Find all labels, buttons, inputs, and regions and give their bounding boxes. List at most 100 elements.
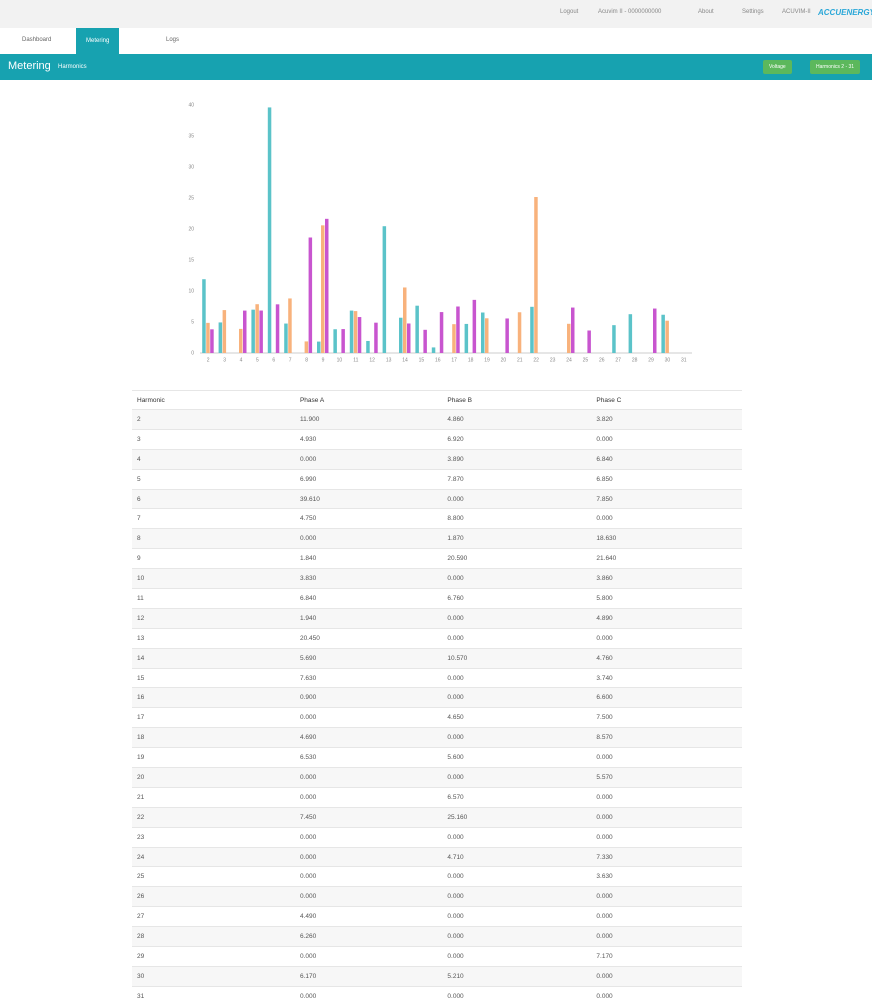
x-tick-label: 25 <box>583 357 589 363</box>
cell: 6.600 <box>591 687 742 708</box>
cell: 31 <box>132 985 295 1006</box>
row: 25 0.000 0.000 3.630 <box>132 866 742 887</box>
x-tick-label: 28 <box>632 357 638 363</box>
y-tick-label: 40 <box>188 102 194 108</box>
cell: 1.870 <box>442 528 592 549</box>
cell: 0.900 <box>294 687 443 708</box>
bar <box>288 298 292 353</box>
cell: 8.570 <box>591 727 742 748</box>
row: 8 0.000 1.870 18.630 <box>132 528 742 549</box>
nav-tab[interactable]: Dashboard <box>22 37 52 43</box>
bar <box>255 304 259 353</box>
logo[interactable]: ACCUENERGY <box>818 8 872 17</box>
cell: 0.000 <box>442 767 592 788</box>
cell: 6.260 <box>294 926 443 947</box>
button[interactable]: Harmonics 2 - 31 <box>810 60 861 74</box>
bar <box>423 329 427 353</box>
nav-tab[interactable]: Logs <box>166 37 180 43</box>
x-tick-label: 7 <box>289 357 292 363</box>
cell: 8.800 <box>442 508 592 529</box>
column-header: Harmonic <box>132 390 295 410</box>
bar <box>653 308 657 353</box>
cell: 17 <box>132 707 295 728</box>
cell: 0.000 <box>591 806 742 828</box>
cell: 6 <box>132 488 295 509</box>
bar <box>284 323 288 353</box>
row: 21 0.000 6.570 0.000 <box>132 786 742 808</box>
row: 26 0.000 0.000 0.000 <box>132 886 742 907</box>
bar <box>325 218 329 353</box>
cell: 29 <box>132 946 295 967</box>
cell: 4.760 <box>591 647 742 669</box>
x-tick-label: 30 <box>665 357 671 363</box>
row: 13 20.450 0.000 0.000 <box>132 627 742 649</box>
x-tick-label: 10 <box>337 357 343 363</box>
cell: 0.000 <box>442 886 592 907</box>
cell: 25.160 <box>442 806 592 828</box>
bar <box>259 310 263 353</box>
cell: 0.000 <box>294 826 443 848</box>
cell: 0.000 <box>442 488 592 509</box>
cell: 3.830 <box>294 568 443 589</box>
cell: 8 <box>132 528 295 549</box>
bar <box>304 341 309 353</box>
bar <box>382 226 387 353</box>
nav-tab[interactable]: Metering <box>76 28 120 54</box>
x-tick-label: 17 <box>451 357 457 363</box>
x-tick-label: 18 <box>468 357 474 363</box>
cell: 0.000 <box>442 667 592 688</box>
x-tick-label: 13 <box>386 357 392 363</box>
cell: 0.000 <box>442 687 592 708</box>
x-tick-label: 16 <box>435 357 441 363</box>
row: 14 5.690 10.570 4.760 <box>132 647 742 669</box>
cell: 0.000 <box>442 568 592 589</box>
cell: 5.210 <box>442 965 592 987</box>
cell: 0.000 <box>591 826 742 848</box>
cell: 4.490 <box>294 906 443 927</box>
bar <box>665 320 669 353</box>
logout[interactable]: Logout <box>560 9 579 15</box>
row: 27 4.490 0.000 0.000 <box>132 906 742 927</box>
bar <box>534 197 538 353</box>
cell: 0.000 <box>591 906 742 927</box>
cell: 39.610 <box>294 488 443 509</box>
cell: 0.000 <box>591 965 742 987</box>
cell: 0.000 <box>591 926 742 947</box>
cell: 6.840 <box>294 588 443 609</box>
bar <box>251 309 255 353</box>
y-tick-label: 30 <box>188 164 194 170</box>
cell: 0.000 <box>442 607 592 629</box>
bar <box>587 330 591 353</box>
cell: 20.450 <box>294 627 443 649</box>
cell: 5 <box>132 468 295 490</box>
cell: 4.890 <box>591 607 742 629</box>
about[interactable]: About <box>698 9 714 15</box>
bar <box>210 329 214 353</box>
settings[interactable]: Settings <box>742 9 764 15</box>
row: 7 4.750 8.800 0.000 <box>132 508 742 529</box>
x-tick-label: 11 <box>353 357 358 363</box>
cell: 19 <box>132 747 295 768</box>
row: 24 0.000 4.710 7.330 <box>132 846 742 867</box>
button[interactable]: Voltage <box>763 60 792 74</box>
model: ACUVIM-II <box>782 9 811 15</box>
bar <box>628 314 633 353</box>
row: 28 6.260 0.000 0.000 <box>132 926 742 947</box>
cell: 20.590 <box>442 548 592 569</box>
bar <box>464 323 469 353</box>
bar <box>243 310 247 353</box>
cell: 0.000 <box>591 985 742 1006</box>
cell: 0.000 <box>591 627 742 649</box>
row: 10 3.830 0.000 3.860 <box>132 568 742 589</box>
cell: 10 <box>132 568 295 589</box>
nav: Dashboard Metering Logs <box>0 28 872 54</box>
row: 2 11.900 4.860 3.820 <box>132 409 742 430</box>
cell: 0.000 <box>591 428 742 450</box>
cell: 5.600 <box>442 747 592 768</box>
cell: 12 <box>132 607 295 629</box>
row: 12 1.940 0.000 4.890 <box>132 607 742 629</box>
bar <box>206 322 210 353</box>
x-tick-label: 31 <box>681 357 687 363</box>
cell: 4.930 <box>294 428 443 450</box>
